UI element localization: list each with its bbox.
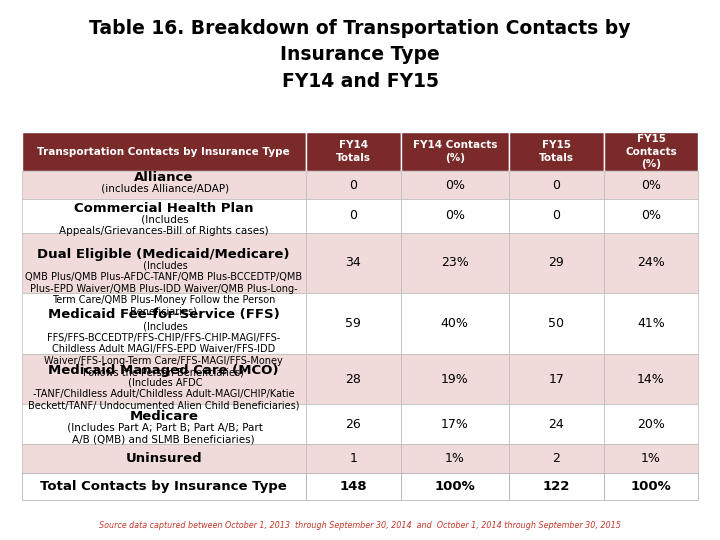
Text: Table 16. Breakdown of Transportation Contacts by
Insurance Type
FY14 and FY15: Table 16. Breakdown of Transportation Co… [89,19,631,91]
Text: 122: 122 [543,480,570,492]
Bar [306,171,400,199]
Bar [306,233,400,293]
Bar [400,199,509,233]
Bar [400,233,509,293]
Text: (Includes AFDC
-TANF/Childless Adult/Childless Adult-MAGI/CHIP/Katie
Beckett/TAN: (Includes AFDC -TANF/Childless Adult/Chi… [28,377,300,410]
Text: FY15
Contacts
(%): FY15 Contacts (%) [625,134,677,169]
Bar [306,132,400,171]
Bar [22,444,306,472]
Text: Medicaid Fee-for-Service (FFS): Medicaid Fee-for-Service (FFS) [48,308,279,321]
Bar [603,472,698,500]
Text: (includes Alliance/ADAP): (includes Alliance/ADAP) [98,184,229,194]
Bar [603,293,698,354]
Text: 0%: 0% [641,179,661,192]
Bar [603,444,698,472]
Text: 1%: 1% [445,452,464,465]
Text: 40%: 40% [441,317,469,330]
Bar [603,199,698,233]
Text: Source data captured between October 1, 2013  through September 30, 2014  and  O: Source data captured between October 1, … [99,521,621,530]
Bar [306,199,400,233]
Text: 0%: 0% [445,210,464,222]
Bar [603,132,698,171]
Text: Medicare: Medicare [130,410,198,423]
Bar [22,233,306,293]
Text: Dual Eligible (Medicaid/Medicare): Dual Eligible (Medicaid/Medicare) [37,247,290,260]
Text: 50: 50 [548,317,564,330]
Text: 1: 1 [349,452,357,465]
Text: Total Contacts by Insurance Type: Total Contacts by Insurance Type [40,480,287,492]
Text: Uninsured: Uninsured [125,452,202,465]
Bar [22,404,306,444]
Bar [22,171,306,199]
Bar [306,354,400,404]
Bar [22,354,306,404]
Text: 29: 29 [549,256,564,269]
Bar [509,293,603,354]
Text: Medicaid Managed Care (MCO): Medicaid Managed Care (MCO) [48,364,279,377]
Text: 2: 2 [552,452,560,465]
Text: 0%: 0% [445,179,464,192]
Bar [306,293,400,354]
Bar [509,199,603,233]
Text: Alliance: Alliance [134,171,194,184]
Text: FY15
Totals: FY15 Totals [539,140,574,163]
Text: 0: 0 [552,210,560,222]
Text: 28: 28 [346,373,361,386]
Bar [22,199,306,233]
Text: 24%: 24% [637,256,665,269]
Bar [306,472,400,500]
Text: FY14 Contacts
(%): FY14 Contacts (%) [413,140,497,163]
Text: Transportation Contacts by Insurance Type: Transportation Contacts by Insurance Typ… [37,146,290,157]
Text: FY14
Totals: FY14 Totals [336,140,371,163]
Text: 24: 24 [549,418,564,431]
Text: 0: 0 [349,210,357,222]
Bar [603,404,698,444]
Bar [400,472,509,500]
Text: (Includes
FFS/FFS-BCCEDTP/FFS-CHIP/FFS-CHIP-MAGI/FFS-
Childless Adult MAGI/FFS-E: (Includes FFS/FFS-BCCEDTP/FFS-CHIP/FFS-C… [45,321,283,377]
Text: 41%: 41% [637,317,665,330]
Bar [22,132,306,171]
Bar [400,444,509,472]
Text: 0: 0 [349,179,357,192]
Bar [509,354,603,404]
Text: 26: 26 [346,418,361,431]
Text: (Includes
QMB Plus/QMB Plus-AFDC-TANF/QMB Plus-BCCEDTP/QMB
Plus-EPD Waiver/QMB P: (Includes QMB Plus/QMB Plus-AFDC-TANF/QM… [25,260,302,317]
Bar [509,444,603,472]
Text: 59: 59 [346,317,361,330]
Text: Commercial Health Plan: Commercial Health Plan [74,201,253,214]
Text: 14%: 14% [637,373,665,386]
Bar [509,171,603,199]
Bar [509,233,603,293]
Bar [400,354,509,404]
Bar [603,354,698,404]
Bar [603,171,698,199]
Text: 1%: 1% [641,452,661,465]
Text: 148: 148 [339,480,367,492]
Bar [22,293,306,354]
Text: 20%: 20% [637,418,665,431]
Text: 100%: 100% [631,480,671,492]
Text: 0%: 0% [641,210,661,222]
Bar [400,293,509,354]
Text: 100%: 100% [434,480,475,492]
Bar [509,472,603,500]
Text: (Includes
Appeals/Grievances-Bill of Rights cases): (Includes Appeals/Grievances-Bill of Rig… [59,214,269,236]
Bar [603,233,698,293]
Bar [400,404,509,444]
Text: 0: 0 [552,179,560,192]
Text: 23%: 23% [441,256,469,269]
Bar [22,472,306,500]
Text: 34: 34 [346,256,361,269]
Bar [400,171,509,199]
Text: (Includes Part A; Part B; Part A/B; Part
A/B (QMB) and SLMB Beneficiaries): (Includes Part A; Part B; Part A/B; Part… [64,423,264,444]
Text: 17%: 17% [441,418,469,431]
Bar [306,404,400,444]
Bar [306,444,400,472]
Bar [509,404,603,444]
Bar [509,132,603,171]
Bar [400,132,509,171]
Text: 17: 17 [549,373,564,386]
Text: 19%: 19% [441,373,469,386]
